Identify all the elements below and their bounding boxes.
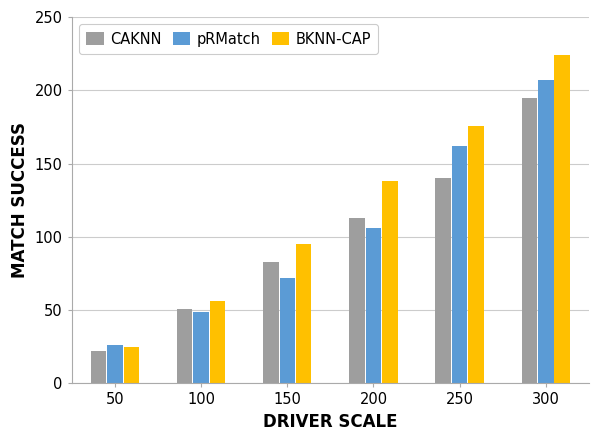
Bar [210,301,225,383]
Bar [124,347,139,383]
Bar [349,218,365,383]
Bar [554,55,570,383]
Bar [177,309,193,383]
Bar [521,98,537,383]
Bar [468,126,484,383]
Y-axis label: MATCH SUCCESS: MATCH SUCCESS [11,122,29,278]
Bar [91,351,106,383]
Bar [280,278,295,383]
Legend: CAKNN, pRMatch, BKNN-CAP: CAKNN, pRMatch, BKNN-CAP [79,24,378,54]
Bar [452,146,467,383]
Bar [382,181,398,383]
Bar [263,262,278,383]
X-axis label: DRIVER SCALE: DRIVER SCALE [263,413,398,431]
Bar [538,80,554,383]
Bar [107,345,122,383]
Bar [436,178,451,383]
Bar [365,228,381,383]
Bar [193,312,209,383]
Bar [296,244,311,383]
